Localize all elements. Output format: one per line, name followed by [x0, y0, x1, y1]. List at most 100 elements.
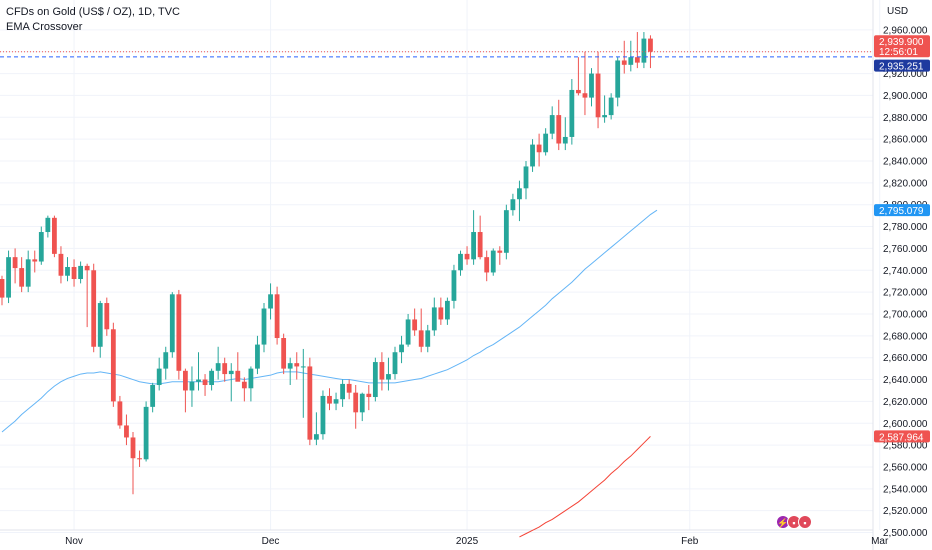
candle-body — [104, 303, 110, 330]
candle-body — [307, 366, 313, 440]
ema-slow-badge-text: 2,587.964 — [879, 432, 924, 443]
y-tick-label: 2,920.000 — [883, 69, 928, 80]
x-tick-label: 2025 — [456, 536, 479, 547]
candle-body — [97, 303, 103, 347]
y-tick-label: 2,860.000 — [883, 135, 928, 146]
candle-body — [634, 57, 640, 63]
candle-body — [241, 381, 247, 389]
candle-body — [576, 89, 581, 94]
candle-body — [32, 259, 38, 262]
candle-body — [366, 393, 372, 398]
candle-body — [274, 294, 280, 339]
candle-body — [523, 166, 529, 189]
candle-body — [314, 434, 319, 440]
candle-body — [399, 344, 404, 353]
last-price-badge-text: 12:56:01 — [879, 47, 918, 58]
candle-body — [471, 232, 476, 260]
candle-body — [451, 270, 457, 301]
candle-body — [163, 352, 169, 369]
candle-body — [602, 115, 607, 118]
symbol-title[interactable]: CFDs on Gold (US$ / OZ), 1D, TVC — [6, 6, 181, 18]
candle-body — [510, 199, 516, 211]
candle-body — [438, 307, 444, 320]
candle-body — [228, 370, 234, 375]
candle-body — [45, 217, 51, 233]
candle-body — [412, 319, 418, 331]
candle-body — [176, 294, 182, 371]
candle-body — [340, 383, 345, 400]
candle-body — [372, 362, 378, 398]
crosshair-price-badge — [874, 59, 930, 72]
candle-body — [418, 330, 424, 347]
candle-body — [0, 279, 5, 298]
candle-body — [300, 366, 306, 368]
y-tick-label: 2,540.000 — [883, 484, 928, 495]
y-tick-label: 2,820.000 — [883, 178, 928, 189]
ema-slow-line — [519, 436, 651, 538]
currency-label[interactable]: USD — [887, 6, 909, 17]
candle-body — [346, 383, 352, 393]
candle-body — [595, 73, 601, 118]
candle-body — [209, 370, 214, 386]
candle-body — [156, 368, 162, 386]
candle-body — [78, 265, 83, 280]
candle-body — [58, 253, 64, 276]
candle-body — [110, 329, 116, 402]
candle-body — [562, 136, 568, 144]
y-tick-label: 2,740.000 — [883, 266, 928, 277]
candle-body — [12, 257, 18, 269]
candle-body — [261, 308, 267, 345]
candle-body — [52, 217, 57, 254]
lightning-icon[interactable]: ⚡ — [776, 515, 790, 529]
ema-fast-badge — [874, 204, 930, 217]
candle-body — [320, 395, 326, 435]
last-price-badge-text: 2,939.900 — [879, 37, 924, 48]
candle-body — [431, 307, 437, 331]
y-tick-label: 2,600.000 — [883, 419, 928, 430]
candle-body — [490, 250, 496, 273]
y-tick-label: 2,560.000 — [883, 462, 928, 473]
candle-body — [392, 352, 398, 375]
candle-body — [582, 93, 588, 98]
y-tick-label: 2,880.000 — [883, 113, 928, 124]
y-tick-label: 2,640.000 — [883, 375, 928, 386]
candle-body — [386, 374, 391, 380]
y-tick-label: 2,840.000 — [883, 156, 928, 167]
candle-body — [130, 437, 136, 459]
candle-body — [287, 363, 293, 369]
chart-legend: CFDs on Gold (US$ / OZ), 1D, TVC EMA Cro… — [6, 5, 180, 35]
candle-body — [497, 250, 503, 253]
candle-body — [222, 363, 228, 375]
candle-body — [536, 144, 542, 153]
candle-body — [137, 458, 142, 460]
candle-body — [117, 401, 123, 426]
y-tick-label: 2,780.000 — [883, 222, 928, 233]
candle-body — [589, 73, 594, 98]
candle-body — [333, 399, 339, 404]
candle-body — [169, 294, 175, 353]
candle-body — [124, 425, 129, 438]
candle-body — [628, 57, 634, 65]
candle-body — [549, 115, 555, 134]
candle-body — [379, 362, 385, 380]
x-tick-label: Feb — [681, 536, 699, 547]
ema-slow-badge — [874, 430, 930, 443]
candle-body — [503, 210, 509, 253]
candle-body — [71, 266, 77, 280]
y-tick-label: 2,660.000 — [883, 353, 928, 364]
candle-body — [215, 363, 221, 371]
candle-body — [327, 395, 332, 404]
flag-icon[interactable]: ▪ — [798, 515, 812, 529]
indicator-name[interactable]: EMA Crossover — [6, 21, 83, 33]
candle-body — [281, 338, 287, 369]
y-tick-label: 2,680.000 — [883, 331, 928, 342]
candle-body — [569, 89, 575, 137]
last-price-badge — [874, 35, 930, 58]
y-tick-label: 2,520.000 — [883, 506, 928, 517]
y-tick-label: 2,900.000 — [883, 91, 928, 102]
candle-body — [235, 370, 241, 382]
candle-body — [6, 257, 11, 298]
candle-body — [458, 253, 463, 271]
candle-body — [255, 344, 260, 369]
